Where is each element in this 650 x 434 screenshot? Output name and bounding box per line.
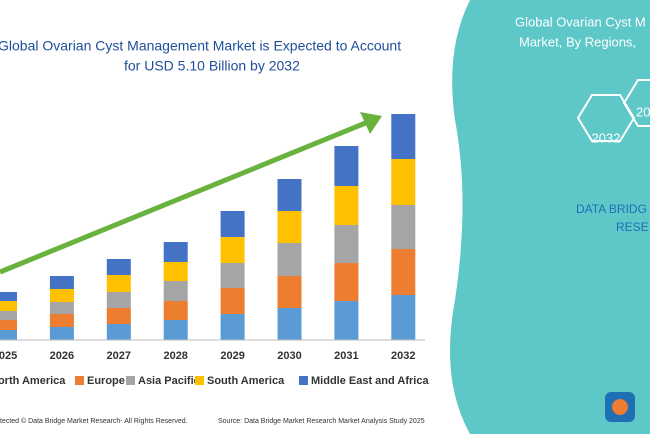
bar-segment <box>163 262 188 281</box>
legend-label: South America <box>207 375 285 387</box>
bar-segment <box>391 295 416 340</box>
legend-label: Asia Pacific <box>138 375 200 387</box>
legend-label: Europe <box>87 375 125 387</box>
legend-label: North America <box>0 375 66 387</box>
bar-segment <box>334 225 359 263</box>
legend-swatch <box>126 376 135 385</box>
brand-text: RESE <box>616 220 649 234</box>
bar-segment <box>277 243 302 276</box>
side-title: Market, By Regions, <box>519 34 636 49</box>
bar-segment <box>220 314 245 340</box>
logo <box>612 399 628 415</box>
bar-segment <box>49 289 74 302</box>
side-panel <box>450 0 650 434</box>
x-tick-label: 2032 <box>391 350 415 362</box>
legend-swatch <box>299 376 308 385</box>
bar-segment <box>334 186 359 225</box>
brand-text: DATA BRIDG <box>576 202 647 216</box>
bar-segment <box>0 301 17 311</box>
bar-segment <box>220 237 245 263</box>
bar-segment <box>277 211 302 243</box>
bar-segment <box>277 179 302 211</box>
hexagon-label: 2032 <box>592 130 621 145</box>
chart-title: for USD 5.10 Billion by 2032 <box>124 58 300 74</box>
bar-segment <box>277 308 302 340</box>
bar-segment <box>163 242 188 262</box>
bar-segment <box>220 288 245 314</box>
bar-segment <box>49 327 74 340</box>
bar-segment <box>0 292 17 301</box>
bar-segment <box>391 159 416 205</box>
bar-segment <box>106 259 131 275</box>
copyright: tected © Data Bridge Market Research- Al… <box>0 417 188 425</box>
bar-segment <box>106 275 131 292</box>
bar-segment <box>220 263 245 288</box>
bar-segment <box>49 314 74 327</box>
bar-segment <box>106 324 131 340</box>
x-tick-label: 2028 <box>163 350 187 362</box>
bar-segment <box>106 308 131 324</box>
bar-segment <box>49 276 74 289</box>
bar-segment <box>391 114 416 159</box>
bar-segment <box>391 249 416 295</box>
bar-segment <box>334 146 359 186</box>
chart-title: Global Ovarian Cyst Management Market is… <box>0 38 401 54</box>
legend-label: Middle East and Africa <box>311 375 429 387</box>
x-tick-label: 2031 <box>334 350 358 362</box>
bar-segment <box>334 263 359 301</box>
bar-segment <box>277 276 302 308</box>
bar-segment <box>334 301 359 340</box>
x-tick-label: 2030 <box>277 350 301 362</box>
bar-segment <box>0 320 17 330</box>
legend-swatch <box>195 376 204 385</box>
hexagon <box>622 79 650 127</box>
bar-segment <box>49 302 74 314</box>
side-title: Global Ovarian Cyst M <box>515 14 646 29</box>
trend-arrow <box>0 119 369 275</box>
x-tick-label: 2027 <box>107 350 131 362</box>
plot: 2025 2026 2027 2028 2029 2030 2031 2032 North Am… <box>0 114 429 387</box>
bar-segment <box>0 311 17 320</box>
bar-segment <box>163 281 188 301</box>
bar-segment <box>163 320 188 340</box>
arrow-head <box>360 112 382 134</box>
x-tick-label: 2029 <box>220 350 244 362</box>
source: Source: Data Bridge Market Research Mark… <box>218 418 425 425</box>
legend-swatch <box>75 376 84 385</box>
bar-segment <box>0 330 17 340</box>
x-tick-label: 2026 <box>50 350 74 362</box>
bar-segment <box>220 211 245 237</box>
bar-segment <box>106 292 131 308</box>
hexagon-label: 20 <box>636 104 650 119</box>
bar-segment <box>163 301 188 320</box>
bar-segment <box>391 205 416 249</box>
x-tick-label: 2025 <box>0 350 17 362</box>
